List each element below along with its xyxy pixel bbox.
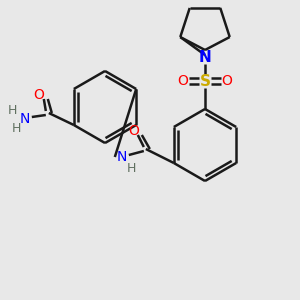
Text: N: N — [20, 112, 30, 126]
Text: H: H — [8, 104, 17, 118]
Text: H: H — [12, 122, 22, 136]
Text: N: N — [117, 150, 127, 164]
Text: O: O — [222, 74, 232, 88]
Text: O: O — [33, 88, 44, 102]
Text: O: O — [178, 74, 188, 88]
Text: S: S — [200, 74, 211, 88]
Text: O: O — [128, 124, 139, 138]
Text: H: H — [127, 163, 136, 176]
Text: N: N — [199, 50, 212, 64]
